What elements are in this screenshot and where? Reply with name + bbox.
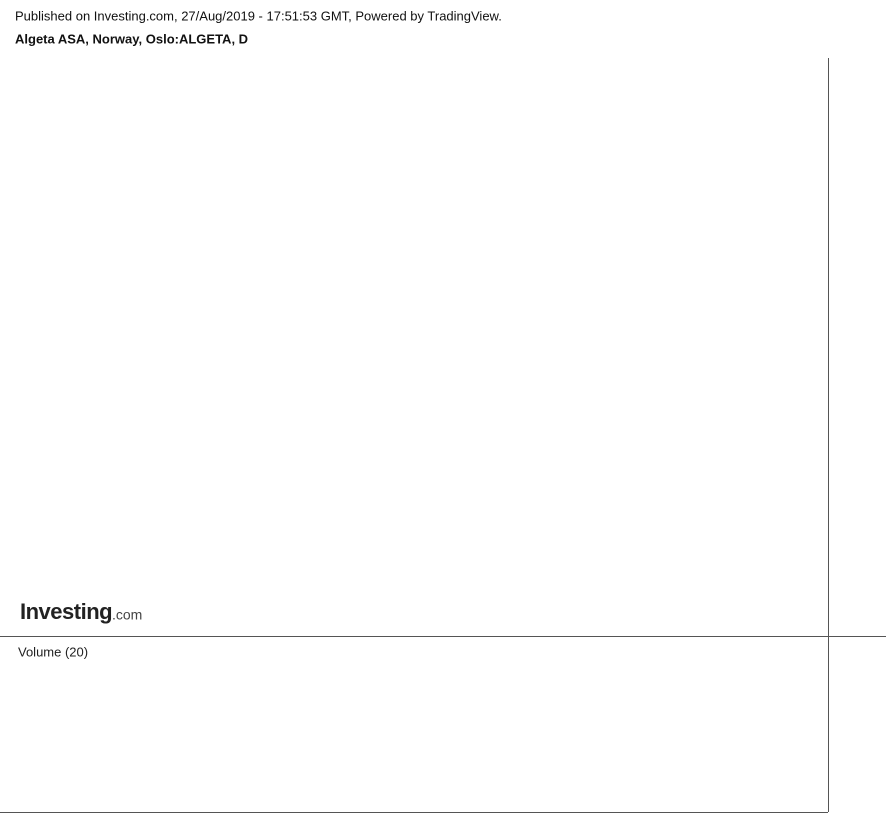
- published-note: Published on Investing.com, 27/Aug/2019 …: [15, 8, 502, 23]
- volume-title: Volume (20): [18, 644, 88, 659]
- symbol-title: Algeta ASA, Norway, Oslo:ALGETA, D: [15, 31, 248, 46]
- axis-panel: [829, 58, 893, 835]
- watermark-brand: Investing: [20, 599, 112, 624]
- watermark-suffix: .com: [112, 607, 142, 623]
- watermark: Investing .com: [20, 599, 142, 624]
